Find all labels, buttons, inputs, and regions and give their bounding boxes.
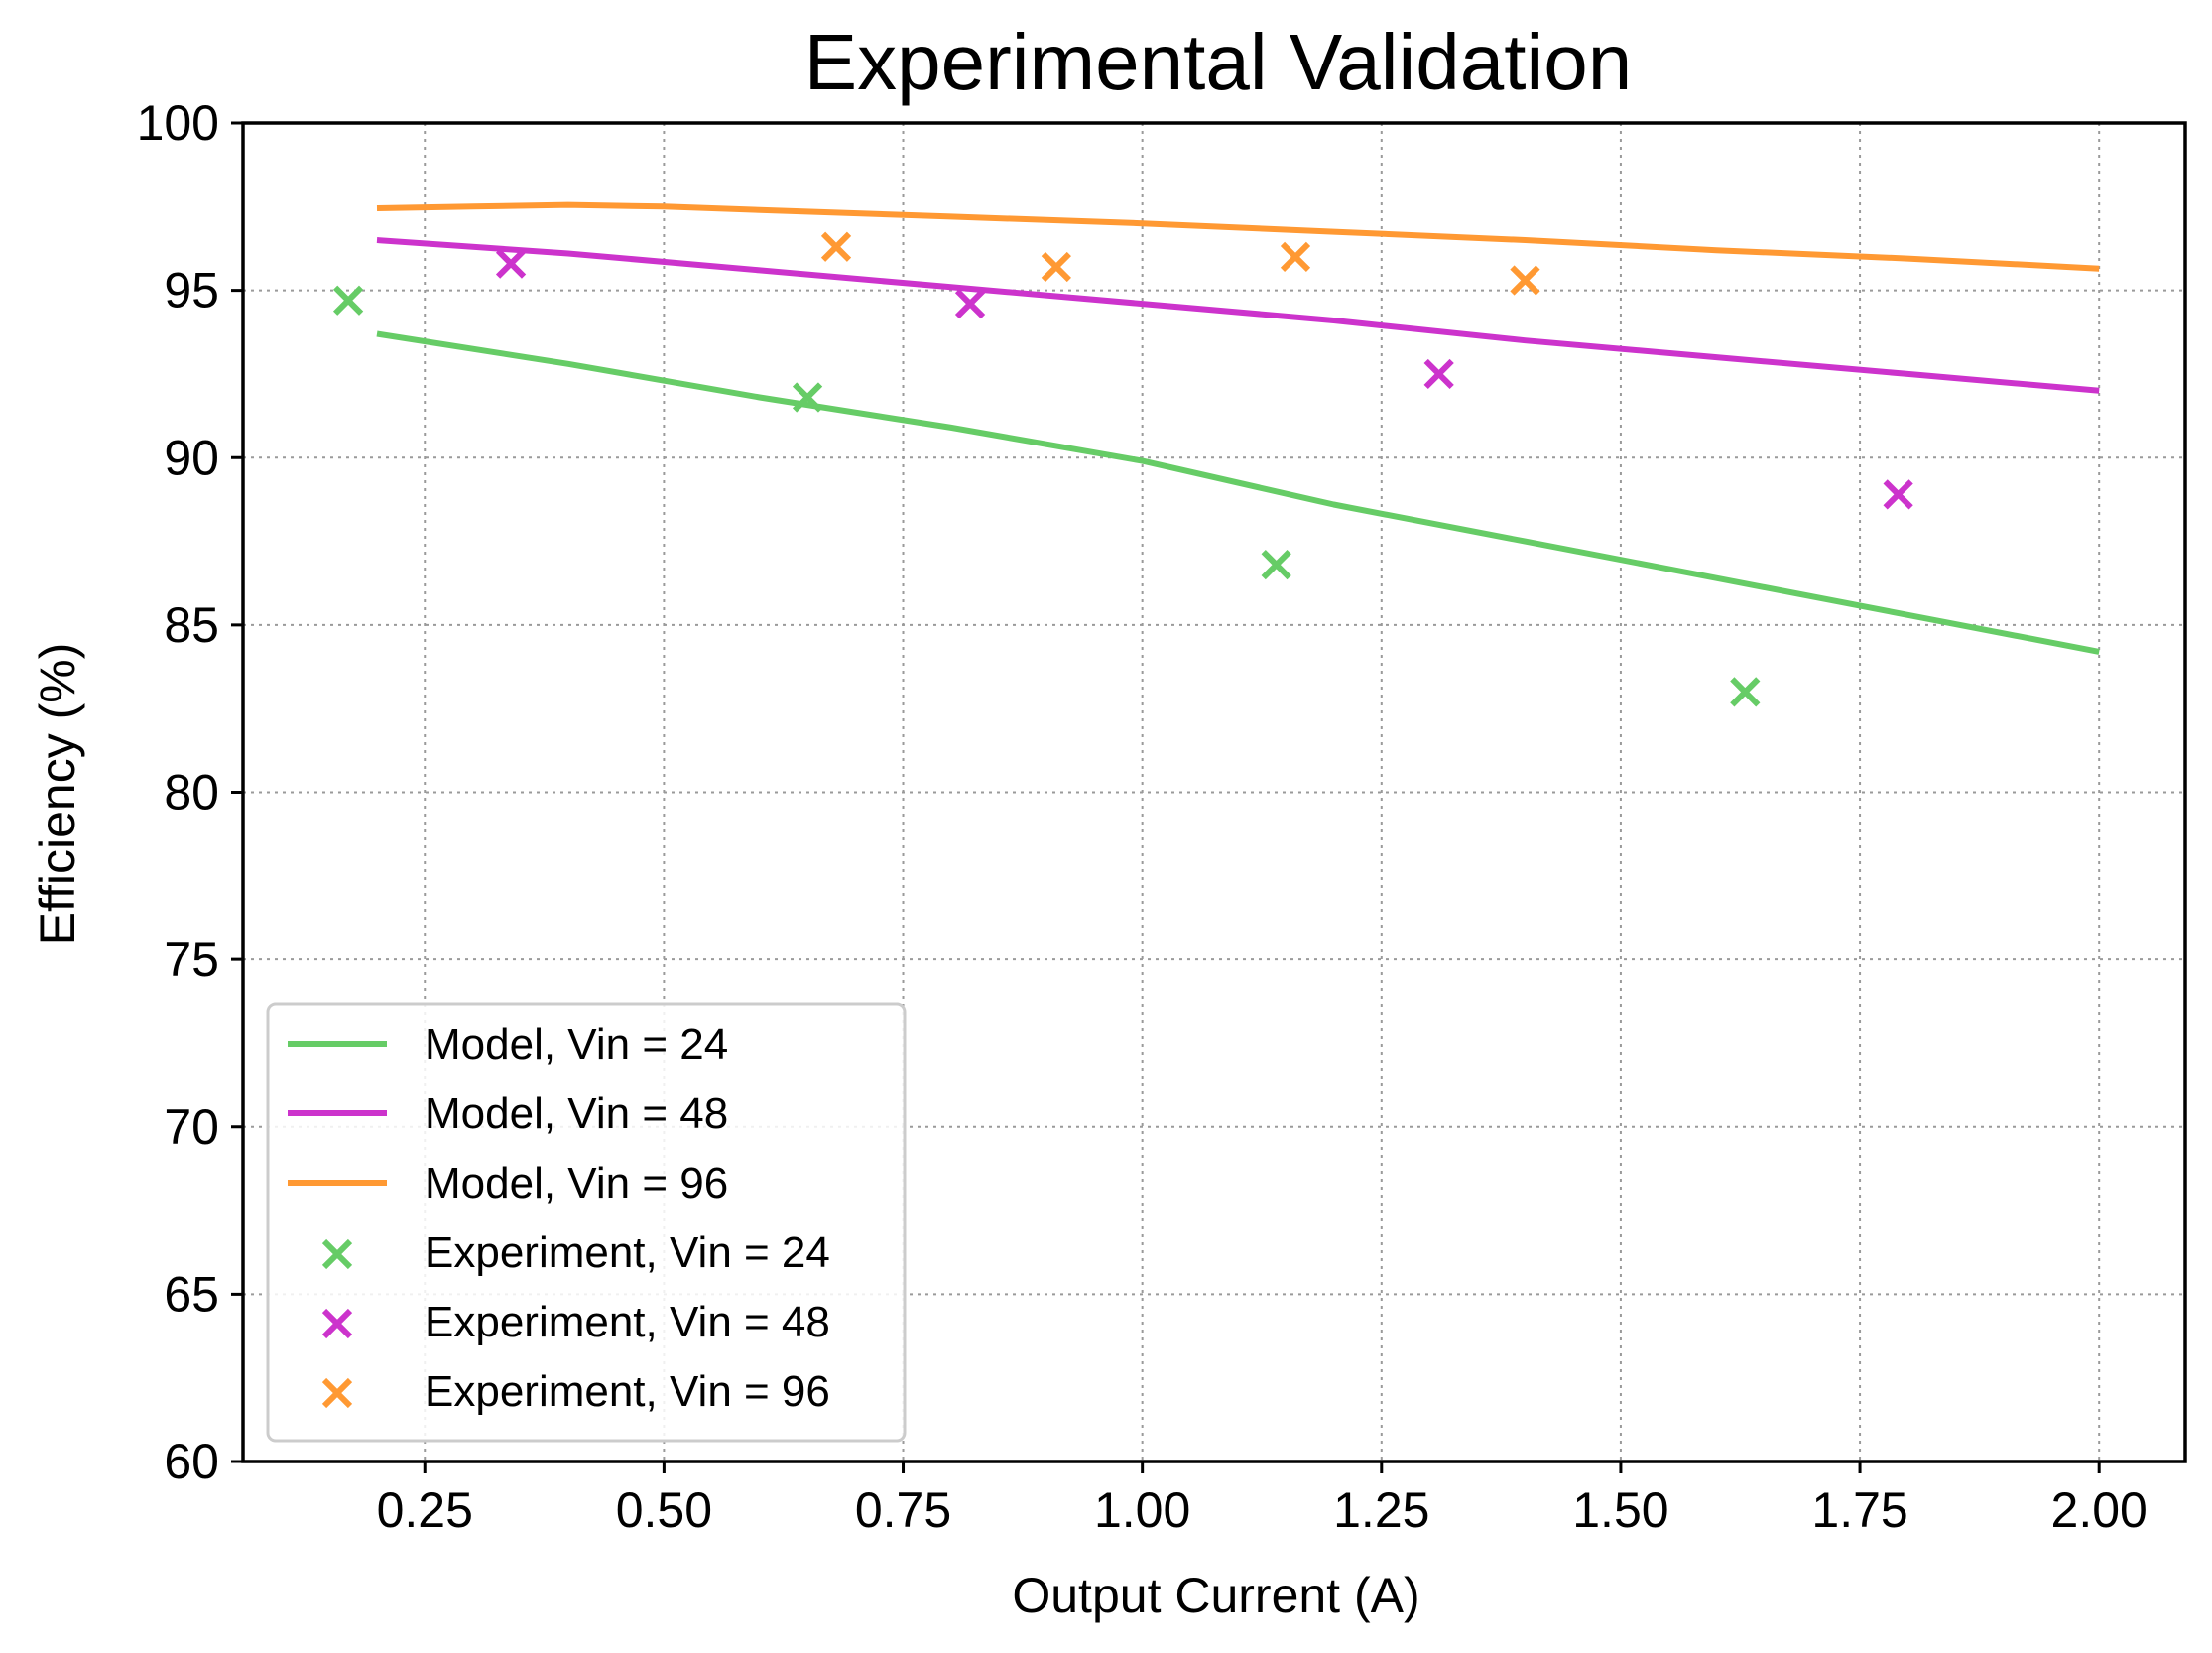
legend-label: Experiment, Vin = 24 <box>425 1228 830 1277</box>
axis-ticks: 0.25 0.50 0.75 1.00 1.25 1.50 1.75 2.00 60 65 70 75… <box>137 95 2148 1538</box>
legend-label: Model, Vin = 24 <box>425 1020 728 1069</box>
data-point-experiment-vin-48 <box>495 248 527 279</box>
data-point-experiment-vin-96 <box>820 231 852 262</box>
legend-marker-swatch <box>321 1308 353 1339</box>
data-point-experiment-vin-48 <box>1883 479 1913 510</box>
y-tick-label: 70 <box>164 1099 219 1155</box>
data-point-experiment-vin-24 <box>332 285 364 316</box>
series-line-model-vin-96 <box>376 201 2100 272</box>
data-point-experiment-vin-96 <box>1041 251 1071 283</box>
y-tick-label: 80 <box>164 765 219 821</box>
y-axis-label: Efficiency (%) <box>30 643 85 946</box>
legend-label: Experiment, Vin = 48 <box>425 1298 830 1346</box>
data-point-experiment-vin-96 <box>1510 265 1540 296</box>
legend-label: Model, Vin = 48 <box>425 1089 728 1138</box>
y-tick-label: 65 <box>164 1266 219 1322</box>
x-tick-label: 0.25 <box>377 1482 473 1538</box>
series-line-model-vin-24 <box>376 330 2100 655</box>
legend-label: Experiment, Vin = 96 <box>425 1367 830 1416</box>
x-tick-label: 2.00 <box>2051 1482 2148 1538</box>
x-tick-label: 1.75 <box>1811 1482 1907 1538</box>
data-point-experiment-vin-48 <box>1423 358 1454 390</box>
legend-marker-swatch <box>321 1238 353 1270</box>
series-line-model-vin-48 <box>376 237 2100 394</box>
y-tick-label: 95 <box>164 263 219 318</box>
y-tick-label: 100 <box>137 95 219 151</box>
legend-box <box>266 1002 907 1443</box>
data-point-experiment-vin-24 <box>1730 677 1761 707</box>
x-tick-label: 0.50 <box>616 1482 712 1538</box>
x-axis-label: Output Current (A) <box>1012 1568 1419 1623</box>
x-tick-label: 1.00 <box>1094 1482 1190 1538</box>
chart-title: Experimental Validation <box>804 18 1633 106</box>
data-point-experiment-vin-24 <box>1261 550 1291 580</box>
x-tick-label: 1.50 <box>1572 1482 1668 1538</box>
y-tick-label: 85 <box>164 597 219 653</box>
legend-label: Model, Vin = 96 <box>425 1159 728 1208</box>
y-tick-label: 75 <box>164 932 219 987</box>
legend: Model, Vin = 24 Model, Vin = 48 Model, Vin… <box>266 1002 907 1443</box>
plot-series <box>332 201 2100 707</box>
data-point-experiment-vin-48 <box>954 288 986 319</box>
x-tick-label: 1.25 <box>1333 1482 1429 1538</box>
x-tick-label: 0.75 <box>855 1482 951 1538</box>
y-tick-label: 60 <box>164 1434 219 1489</box>
data-point-experiment-vin-24 <box>792 382 823 413</box>
legend-marker-swatch <box>321 1377 353 1409</box>
y-tick-label: 90 <box>164 430 219 485</box>
data-point-experiment-vin-96 <box>1280 241 1311 273</box>
